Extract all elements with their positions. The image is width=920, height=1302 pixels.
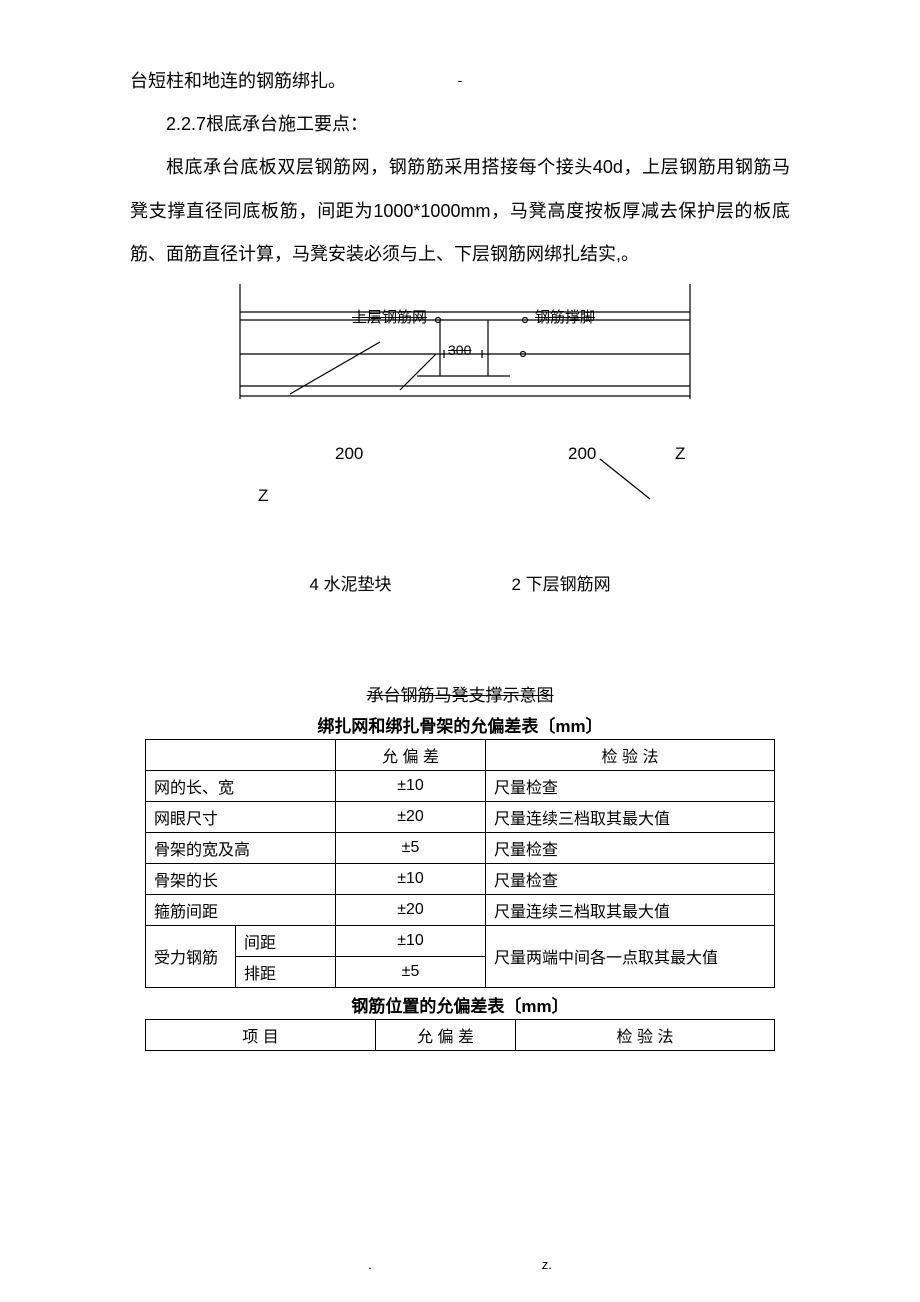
table-tolerance-2: 项 目 允 偏 差 检 验 法	[145, 1019, 775, 1051]
table1-title: 绑扎网和绑扎骨架的允偏差表〔mm〕	[130, 712, 790, 737]
t1-r2-a: 骨架的宽及高	[146, 832, 336, 863]
diagram-bottom-labels: 4 水泥垫块 2 下层钢筋网	[130, 570, 790, 595]
t1-r4-b: ±20	[336, 894, 486, 925]
t1-r0-c: 尺量检查	[486, 770, 775, 801]
t1-m-r2a: 排距	[236, 956, 336, 987]
table-tolerance-1: 允 偏 差 检 验 法 网的长、宽 ±10 尺量检查 网眼尺寸 ±20 尺量连续…	[145, 739, 775, 988]
label-support: 钢筋撑脚	[535, 306, 595, 327]
footer-z: z.	[542, 1257, 552, 1272]
t1-r1-a: 网眼尺寸	[146, 801, 336, 832]
t1-r3-a: 骨架的长	[146, 863, 336, 894]
t2-h1: 项 目	[146, 1019, 376, 1050]
t2-h3: 检 验 法	[516, 1019, 775, 1050]
t1-m-c: 尺量两端中间各一点取其最大值	[486, 925, 775, 987]
diagram-caption: 承台钢筋马凳支撑示意图	[130, 681, 790, 706]
t1-r0-b: ±10	[336, 770, 486, 801]
num-200-left: 200	[335, 444, 363, 464]
t1-r2-b: ±5	[336, 832, 486, 863]
t1-m-r1a: 间距	[236, 925, 336, 956]
t1-r4-a: 箍筋间距	[146, 894, 336, 925]
t1-r1-c: 尺量连续三档取其最大值	[486, 801, 775, 832]
z-left: Z	[258, 486, 268, 506]
t1-h1: 允 偏 差	[336, 739, 486, 770]
label-upper-rebar: 上层钢筋网	[352, 306, 427, 327]
footer-dot: .	[368, 1257, 372, 1272]
label-lower-rebar: 2 下层钢筋网	[512, 570, 611, 595]
label-cement-block: 4 水泥垫块	[309, 570, 391, 595]
t1-r2-c: 尺量检查	[486, 832, 775, 863]
top-dash: -	[458, 72, 463, 88]
diagram: 上层钢筋网 钢筋撑脚 300 200 200 Z Z	[220, 284, 700, 564]
t1-m-r1b: ±10	[336, 925, 486, 956]
diagram-svg	[220, 284, 700, 564]
table2-title: 钢筋位置的允偏差表〔mm〕	[130, 992, 790, 1017]
footer-marks: . z.	[0, 1257, 920, 1272]
para-2: 2.2.7根底承台施工要点：	[130, 103, 790, 146]
para-3: 根底承台底板双层钢筋网，钢筋筋采用搭接每个接头40d，上层钢筋用钢筋马凳支撑直径…	[130, 146, 790, 276]
t1-r3-b: ±10	[336, 863, 486, 894]
t1-r3-c: 尺量检查	[486, 863, 775, 894]
t1-h2: 检 验 法	[486, 739, 775, 770]
t1-r0-a: 网的长、宽	[146, 770, 336, 801]
t1-m-left: 受力钢筋	[146, 925, 236, 987]
t2-h2: 允 偏 差	[376, 1019, 516, 1050]
label-300: 300	[448, 342, 471, 358]
num-200-right: 200	[568, 444, 596, 464]
t1-m-r2b: ±5	[336, 956, 486, 987]
z-right: Z	[675, 444, 685, 464]
t1-r4-c: 尺量连续三档取其最大值	[486, 894, 775, 925]
t1-r1-b: ±20	[336, 801, 486, 832]
